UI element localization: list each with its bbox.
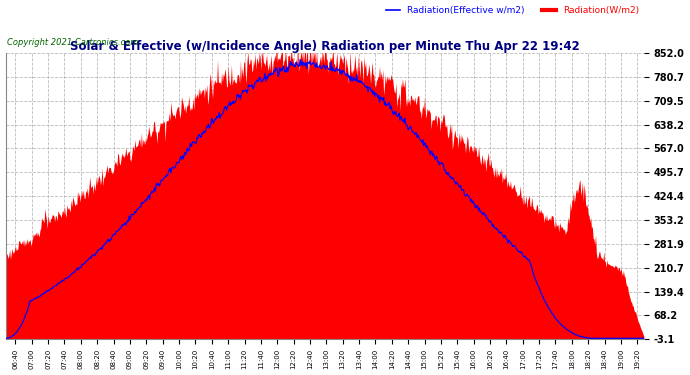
Text: Copyright 2021 Cartronics.com: Copyright 2021 Cartronics.com [7,38,138,47]
Legend: Radiation(Effective w/m2), Radiation(W/m2): Radiation(Effective w/m2), Radiation(W/m… [386,6,640,15]
Title: Solar & Effective (w/Incidence Angle) Radiation per Minute Thu Apr 22 19:42: Solar & Effective (w/Incidence Angle) Ra… [70,40,580,53]
